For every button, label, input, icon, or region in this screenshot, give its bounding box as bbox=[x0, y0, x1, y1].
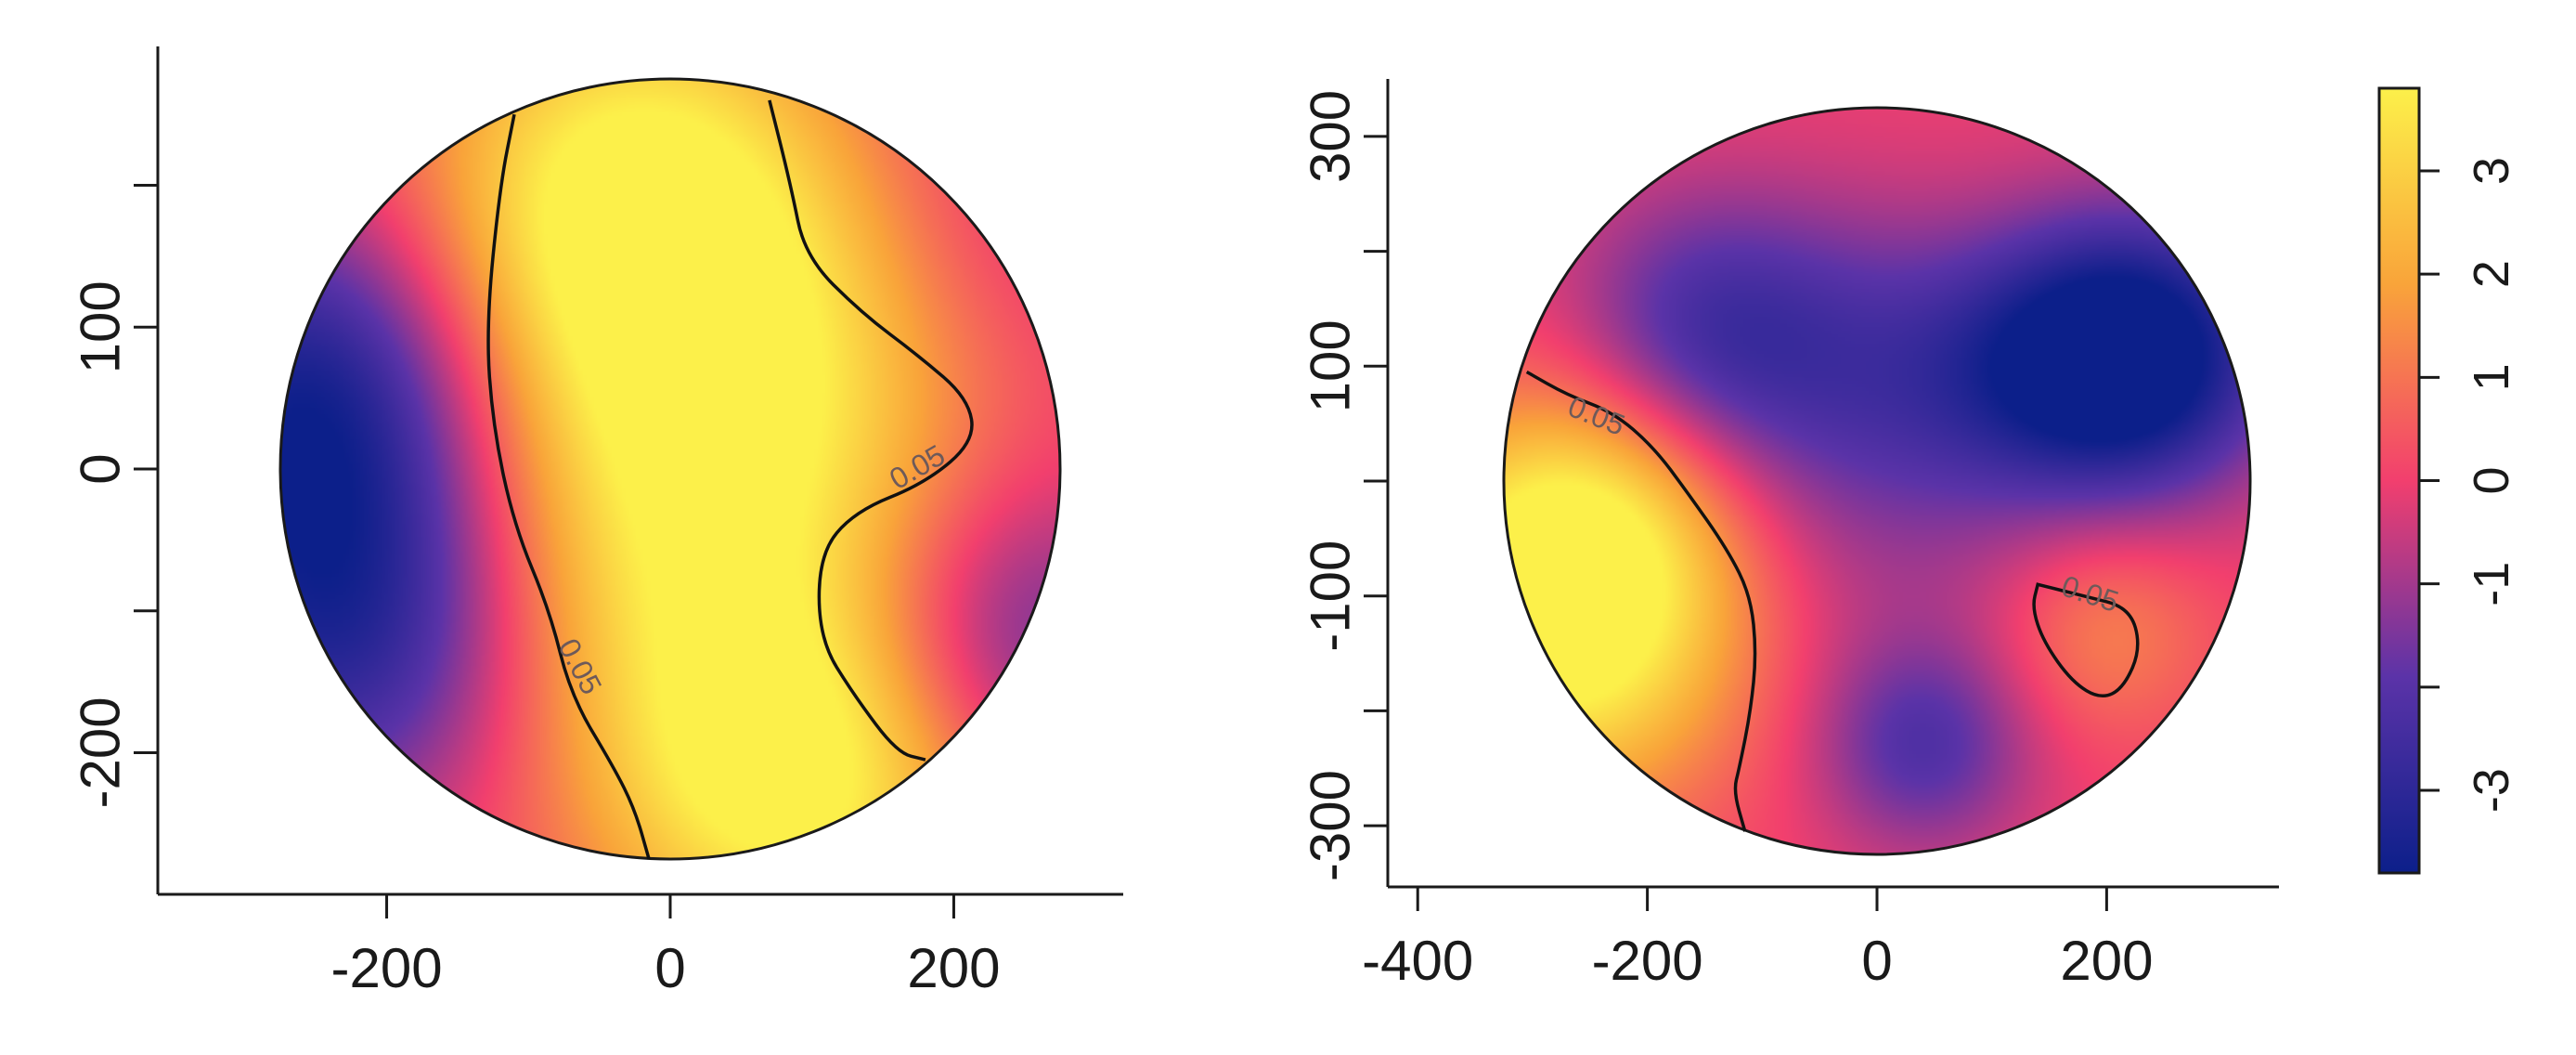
right-x-tick-label: 200 bbox=[2060, 930, 2153, 992]
colorbar-bar bbox=[2377, 86, 2421, 875]
right-y-tick-label: -300 bbox=[1300, 770, 1362, 881]
right-y-tick-label: 300 bbox=[1300, 90, 1362, 183]
left-y-tick-label: 100 bbox=[70, 280, 132, 373]
right-disc-outline bbox=[1502, 106, 2252, 856]
colorbar-tick-label: 2 bbox=[2464, 260, 2519, 288]
right-x-tick-label: -200 bbox=[1592, 930, 1703, 992]
right-contour-line-0 bbox=[1525, 370, 1757, 832]
left-x-tick-label: -200 bbox=[330, 937, 442, 999]
left-x-tick-label: 200 bbox=[907, 937, 1000, 999]
right-x-ticks: -400 -200 0 200 bbox=[1362, 887, 2153, 992]
right-heatmap-field bbox=[1504, 108, 2250, 854]
right-x-tick-label: -400 bbox=[1362, 930, 1473, 992]
colorbar-tick-label: -3 bbox=[2464, 768, 2519, 813]
left-heatmap-field bbox=[280, 79, 1060, 859]
right-y-tick-label: -100 bbox=[1300, 541, 1362, 652]
left-y-ticks: -200 0 100 bbox=[70, 184, 158, 809]
colorbar-tick-label: 1 bbox=[2464, 363, 2519, 391]
colorbar-ticks: -3 -1 0 1 2 3 bbox=[2419, 157, 2519, 813]
right-y-tick-label: 100 bbox=[1300, 319, 1362, 412]
left-disc-outline bbox=[278, 77, 1062, 861]
colorbar-tick-label: 3 bbox=[2464, 157, 2519, 185]
left-y-tick-label: 0 bbox=[70, 453, 132, 484]
colorbar-tick-label: -1 bbox=[2464, 562, 2519, 606]
colorbar: -3 -1 0 1 2 3 bbox=[2377, 86, 2519, 875]
right-contour-line-1 bbox=[2032, 582, 2140, 698]
left-x-tick-label: 0 bbox=[654, 937, 685, 999]
left-x-ticks: -200 0 200 bbox=[330, 894, 1001, 999]
left-y-tick-label: -200 bbox=[70, 697, 132, 808]
left-contour-line-0 bbox=[486, 113, 651, 860]
left-contour-line-1 bbox=[768, 99, 974, 762]
right-x-tick-label: 0 bbox=[1861, 930, 1892, 992]
right-y-ticks: -300 -100 100 300 bbox=[1300, 90, 1388, 881]
colorbar-tick-label: 0 bbox=[2464, 466, 2519, 494]
